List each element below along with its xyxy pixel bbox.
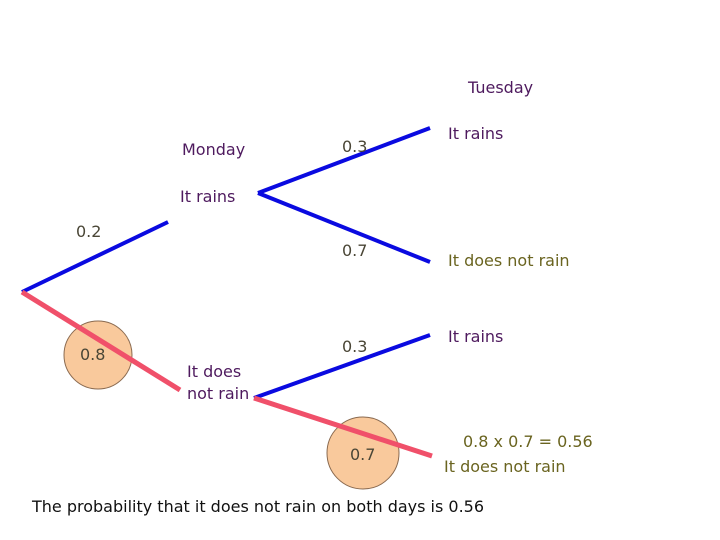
calculation: 0.8 x 0.7 = 0.56 — [463, 432, 593, 451]
outcome-label: It does not rain — [187, 362, 250, 403]
column-label: Tuesday — [468, 78, 534, 97]
probability: 0.3 — [342, 337, 368, 356]
probability: 0.7 — [342, 241, 368, 260]
outcome-label: It does not rain — [444, 457, 566, 476]
probability: 0.3 — [342, 137, 368, 156]
conclusion: The probability that it does not rain on… — [32, 497, 485, 516]
branch-line — [257, 126, 431, 195]
outcome-label: It rains — [448, 124, 504, 143]
column-label: Monday — [182, 140, 246, 159]
probability: 0.8 — [80, 345, 106, 364]
highlighted-branch — [20, 289, 182, 393]
outcome-label: It does not rain — [448, 251, 570, 270]
highlight-circle — [63, 320, 133, 390]
outcome-label: It rains — [180, 187, 236, 206]
branch-line — [21, 220, 169, 294]
outcome-label: It rains — [448, 327, 504, 346]
branch-line — [253, 333, 431, 400]
highlighted-branch — [253, 395, 433, 459]
probability: 0.2 — [76, 222, 102, 241]
branch-line — [257, 191, 431, 264]
probability: 0.7 — [350, 445, 376, 464]
highlight-circle — [326, 416, 400, 490]
